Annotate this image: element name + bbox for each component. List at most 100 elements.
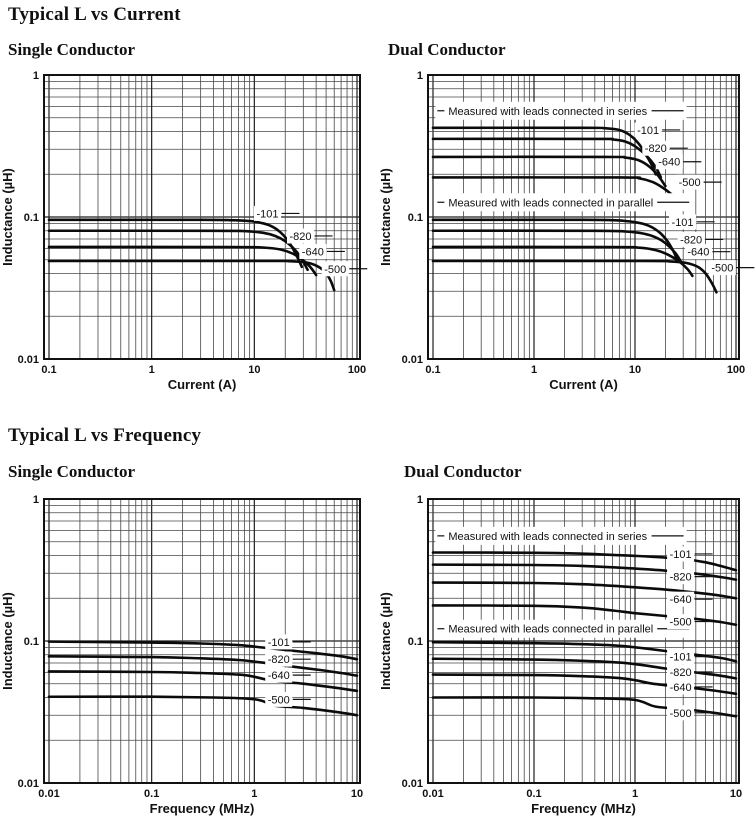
x-tick-label: 1 <box>149 364 155 376</box>
curve-parallel--820 <box>431 229 683 265</box>
x-axis-title: Frequency (MHz) <box>150 801 255 816</box>
svg-text:-500: -500 <box>324 264 346 276</box>
curve--101 <box>47 640 359 661</box>
svg-text:-820: -820 <box>670 667 692 679</box>
y-tick-label: 1 <box>417 70 423 82</box>
x-tick-label: 0.1 <box>144 788 159 800</box>
svg-text:-101: -101 <box>257 208 279 220</box>
svg-text:-820: -820 <box>289 231 311 243</box>
curve-label-parallel--820: -820 <box>667 664 713 680</box>
svg-text:-101: -101 <box>670 549 692 561</box>
curve--640 <box>47 245 318 277</box>
section-title-l-vs-frequency: Typical L vs Frequency <box>8 425 202 446</box>
curve-label-series--820: -820 <box>667 569 713 585</box>
chart-title-dual-conductor-current: Dual Conductor <box>388 40 506 59</box>
curve-series--101 <box>431 551 738 572</box>
svg-text:-640: -640 <box>302 246 324 258</box>
y-tick-label: 0.1 <box>24 636 39 648</box>
plot-border <box>43 74 361 360</box>
svg-text:-640: -640 <box>670 682 692 694</box>
y-tick-label: 0.1 <box>24 212 39 224</box>
svg-text:-101: -101 <box>672 217 694 229</box>
chart-dual-conductor-vs-frequency: Measured with leads connected in series M… <box>378 494 742 816</box>
curve-label-series--101: -101 <box>634 122 681 138</box>
curve-parallel--500 <box>431 696 738 718</box>
x-tick-label: 0.01 <box>422 788 443 800</box>
svg-text:-500: -500 <box>670 708 692 720</box>
svg-text:Measured with leads connected: Measured with leads connected in series <box>448 106 647 118</box>
y-axis-title: Inductance (µH) <box>0 168 15 266</box>
curve-parallel--500 <box>431 259 718 294</box>
x-tick-label: 10 <box>730 788 742 800</box>
y-axis-title: Inductance (µH) <box>378 168 393 266</box>
svg-text:-101: -101 <box>268 637 290 649</box>
annotation: Measured with leads connected in paralle… <box>435 193 693 212</box>
curve-label-parallel--101: -101 <box>667 649 713 665</box>
curve-parallel--101 <box>431 218 679 261</box>
svg-text:Measured with leads connected: Measured with leads connected in paralle… <box>448 197 653 209</box>
y-tick-label: 0.01 <box>402 354 423 366</box>
curve-series--640 <box>431 155 667 188</box>
curve-label--820: -820 <box>265 651 311 667</box>
curve-series--820 <box>431 563 738 581</box>
curve--820 <box>47 655 359 677</box>
curve-label-parallel--820: -820 <box>677 231 724 247</box>
y-tick-label: 0.1 <box>408 212 423 224</box>
curve-parallel--640 <box>431 673 738 696</box>
curve-label-series--500: -500 <box>667 614 713 630</box>
x-tick-label: 1 <box>632 788 638 800</box>
curve-label--640: -640 <box>265 667 311 683</box>
curve-label--500: -500 <box>321 261 368 277</box>
y-axis-title: Inductance (µH) <box>0 592 15 690</box>
curve-label-parallel--640: -640 <box>684 244 731 260</box>
x-tick-label: 10 <box>351 788 363 800</box>
annotation: Measured with leads connected in series <box>435 526 687 545</box>
svg-text:-640: -640 <box>658 157 680 169</box>
grid <box>44 75 360 359</box>
svg-text:-101: -101 <box>637 125 659 137</box>
x-tick-label: 1 <box>251 788 257 800</box>
svg-text:Measured with leads connected: Measured with leads connected in series <box>448 531 647 543</box>
curve-series--101 <box>431 126 657 176</box>
curve-parallel--820 <box>431 657 738 680</box>
curve-series--500 <box>431 604 738 627</box>
svg-text:-820: -820 <box>268 654 290 666</box>
svg-text:-500: -500 <box>679 177 701 189</box>
x-tick-label: 0.1 <box>41 364 56 376</box>
x-axis-title: Current (A) <box>549 377 618 392</box>
curve-label-series--101: -101 <box>667 546 713 562</box>
y-tick-label: 0.01 <box>18 778 39 790</box>
svg-text:-500: -500 <box>268 694 290 706</box>
x-axis-title: Frequency (MHz) <box>531 801 636 816</box>
curve-label--101: -101 <box>265 634 311 650</box>
svg-text:Measured with leads connected: Measured with leads connected in paralle… <box>448 624 653 636</box>
chart-title-dual-conductor-frequency: Dual Conductor <box>404 462 522 481</box>
chart-title-single-conductor-current: Single Conductor <box>8 40 136 59</box>
annotation: Measured with leads connected in series <box>435 101 687 120</box>
svg-text:-500: -500 <box>711 263 733 275</box>
x-tick-label: 100 <box>348 364 366 376</box>
curve-series--820 <box>431 137 663 179</box>
plot-border <box>43 498 361 784</box>
chart-single-conductor-vs-frequency: -101 -820 -640 -500 0.01 0.1 1 10 1 0.1 0.01 Freque… <box>0 494 363 816</box>
x-axis-title: Current (A) <box>168 377 237 392</box>
curve-label-series--640: -640 <box>655 154 702 170</box>
svg-text:-101: -101 <box>670 652 692 664</box>
x-tick-label: 0.1 <box>526 788 541 800</box>
svg-text:-820: -820 <box>645 143 667 155</box>
x-tick-label: 1 <box>531 364 537 376</box>
curve--500 <box>47 259 336 292</box>
svg-text:-820: -820 <box>670 572 692 584</box>
y-axis-title: Inductance (µH) <box>378 592 393 690</box>
curve--820 <box>47 229 309 272</box>
x-tick-label: 0.01 <box>38 788 59 800</box>
curve-label--640: -640 <box>299 243 345 259</box>
x-tick-label: 100 <box>727 364 745 376</box>
curve-label-parallel--640: -640 <box>667 679 713 695</box>
curve--640 <box>47 670 359 693</box>
curve-label--820: -820 <box>286 228 333 244</box>
curve-series--640 <box>431 581 738 600</box>
curve-label--500: -500 <box>265 691 311 707</box>
